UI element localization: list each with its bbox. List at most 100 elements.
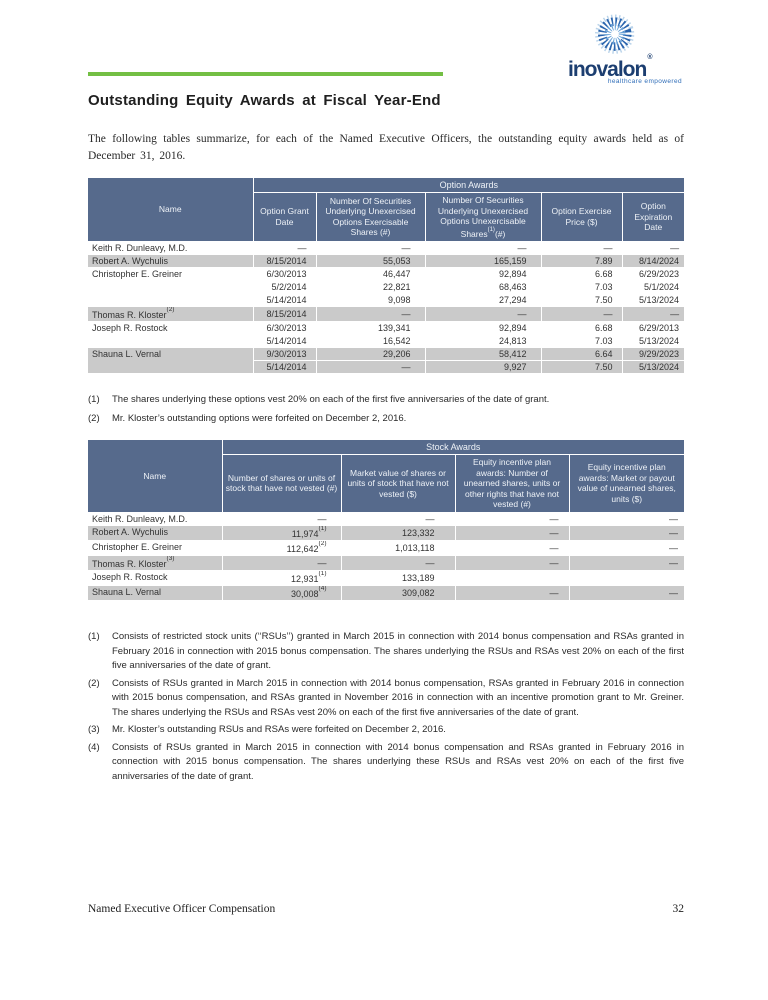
option-value-cell: 5/13/2024 bbox=[622, 360, 685, 374]
option-value-cell: 6.64 bbox=[541, 347, 623, 361]
footnote: (2) Mr. Kloster’s outstanding options wer… bbox=[88, 411, 684, 427]
footer-section-title: Named Executive Officer Compensation bbox=[88, 903, 276, 915]
option-value-cell: 5/2/2014 bbox=[253, 280, 317, 294]
option-value-cell: — bbox=[316, 241, 426, 255]
option-value-cell: 29,206 bbox=[316, 347, 426, 361]
option-value-cell: 24,813 bbox=[425, 334, 542, 348]
footnote-text: Consists of RSUs granted in March 2015 i… bbox=[112, 741, 684, 782]
stock-value-cell: — bbox=[569, 585, 684, 601]
footnote-ref: (1) bbox=[318, 570, 327, 577]
stock-value-cell: — bbox=[455, 525, 570, 541]
option-value-cell: 9,098 bbox=[316, 293, 426, 307]
option-table-row: 5/14/2014 16,542 24,813 7.03 5/13/2024 bbox=[88, 334, 685, 348]
green-accent-rule bbox=[88, 72, 443, 76]
option-value-cell: 6/30/2013 bbox=[253, 267, 317, 281]
stock-header-row: Number of shares or units of stock that … bbox=[88, 454, 684, 513]
executive-name-cell: Robert A. Wychulis bbox=[88, 525, 223, 541]
stock-value-cell: 30,008(4) bbox=[222, 585, 342, 601]
option-value-cell: 8/14/2024 bbox=[622, 254, 685, 268]
stock-value-cell: — bbox=[569, 525, 684, 541]
stock-table-row: Shauna L. Vernal 30,008(4) 309,082— — bbox=[88, 585, 684, 601]
option-value-cell: 6.68 bbox=[541, 267, 623, 281]
header-text: Number Of Securities Underlying Unexerci… bbox=[437, 195, 529, 239]
option-awards-banner: Option Awards bbox=[253, 178, 685, 193]
option-value-cell: 6/30/2013 bbox=[253, 321, 317, 335]
option-value-cell: 8/15/2014 bbox=[253, 306, 317, 322]
option-value-cell: 92,894 bbox=[425, 321, 542, 335]
option-name-header: Name bbox=[88, 178, 254, 242]
option-value-cell: 9/29/2023 bbox=[622, 347, 685, 361]
option-value-cell: 5/13/2024 bbox=[622, 293, 685, 307]
option-value-cell: 5/14/2014 bbox=[253, 293, 317, 307]
stock-value-cell: 133,189 bbox=[341, 570, 456, 586]
option-value-cell: — bbox=[622, 241, 685, 255]
footnote-marker: (3) bbox=[88, 724, 100, 735]
executive-name-cell: Christopher E. Greiner bbox=[88, 267, 254, 307]
stock-table-row: Robert A. Wychulis 11,974(1) 123,332— — bbox=[88, 525, 684, 541]
option-value-cell: 5/14/2014 bbox=[253, 360, 317, 374]
footnote-ref: (2) bbox=[166, 306, 175, 313]
stock-awards-table: Name Stock Awards Number of shares or un… bbox=[88, 440, 684, 601]
executive-name-cell: Keith R. Dunleavy, M.D. bbox=[88, 512, 223, 526]
footnote-marker: (2) bbox=[88, 677, 100, 689]
option-table-row: Keith R. Dunleavy, M.D. — — — — — bbox=[88, 241, 685, 255]
executive-name-cell: Joseph R. Rostock bbox=[88, 321, 254, 348]
footnote-text: The shares underlying these options vest… bbox=[112, 394, 550, 405]
option-value-cell: 46,447 bbox=[316, 267, 426, 281]
option-value-cell: 68,463 bbox=[425, 280, 542, 294]
stock-value-cell: — bbox=[455, 585, 570, 601]
footnote-ref: (3) bbox=[166, 555, 175, 562]
option-value-cell: 5/1/2024 bbox=[622, 280, 685, 294]
executive-name-cell: Keith R. Dunleavy, M.D. bbox=[88, 241, 254, 255]
option-value-cell: — bbox=[425, 241, 542, 255]
footnote-text: Mr. Kloster’s outstanding options were f… bbox=[112, 413, 407, 424]
option-value-cell: 165,159 bbox=[425, 254, 542, 268]
option-value-cell: — bbox=[622, 306, 685, 322]
option-table-row: Christopher E. Greiner 6/30/2013 46,447 92,… bbox=[88, 267, 685, 307]
footnote-text: Mr. Kloster’s outstanding RSUs and RSAs … bbox=[112, 724, 446, 735]
option-value-cell: 58,412 bbox=[425, 347, 542, 361]
option-value-cell: — bbox=[425, 306, 542, 322]
footnote-marker: (2) bbox=[88, 413, 100, 424]
option-value-cell: 7.89 bbox=[541, 254, 623, 268]
stock-value-cell bbox=[455, 570, 570, 586]
stock-footnotes: (1) Consists of restricted stock units (‘… bbox=[88, 630, 684, 787]
option-value-cell: 92,894 bbox=[425, 267, 542, 281]
unearned-shares-header: Equity incentive plan awards: Number of … bbox=[455, 454, 570, 513]
option-awards-table: Name Option Awards Option Grant Date Num… bbox=[88, 178, 685, 374]
option-table-row: 5/14/2014—9,927 7.50 5/13/2024 bbox=[88, 360, 685, 374]
option-value-cell: 7.50 bbox=[541, 360, 623, 374]
option-value-cell: 6.68 bbox=[541, 321, 623, 335]
stock-table-row: Christopher E. Greiner 112,642(2) 1,013,11… bbox=[88, 540, 684, 556]
executive-name-cell: Joseph R. Rostock bbox=[88, 570, 223, 586]
option-value-cell: 6/29/2013 bbox=[622, 321, 685, 335]
exercise-price-header: Option Exercise Price ($) bbox=[541, 192, 623, 242]
payout-value-header: Equity incentive plan awards: Market or … bbox=[569, 454, 684, 513]
option-value-cell: — bbox=[541, 306, 623, 322]
option-value-cell: — bbox=[253, 241, 317, 255]
stock-value-cell: — bbox=[569, 540, 684, 556]
shares-not-vested-header: Number of shares or units of stock that … bbox=[222, 454, 342, 513]
registered-mark: ® bbox=[647, 54, 653, 61]
option-table-row: Joseph R. Rostock 6/30/2013 139,341 92,894 6… bbox=[88, 321, 685, 348]
footnote: (1) Consists of restricted stock units (‘… bbox=[88, 630, 684, 674]
brand-name: inovalon bbox=[568, 58, 647, 81]
footnote-marker: (1) bbox=[88, 631, 100, 642]
option-value-cell: 27,294 bbox=[425, 293, 542, 307]
stock-value-cell: — bbox=[455, 540, 570, 556]
footnote-ref: (1) bbox=[487, 226, 495, 233]
stock-value-cell: 1,013,118 bbox=[341, 540, 456, 556]
stock-value-cell: 112,642(2) bbox=[222, 540, 342, 556]
logo-tagline: healthcare empowered bbox=[607, 78, 682, 85]
footnote-marker: (1) bbox=[88, 394, 100, 405]
exercisable-shares-header: Number Of Securities Underlying Unexerci… bbox=[316, 192, 426, 242]
stock-value-cell: 123,332 bbox=[341, 525, 456, 541]
stock-value-cell: — bbox=[222, 512, 342, 526]
stock-value-cell: 12,931(1) bbox=[222, 570, 342, 586]
stock-awards-banner: Stock Awards bbox=[222, 440, 684, 455]
stock-value-cell bbox=[569, 570, 684, 586]
page-footer: Named Executive Officer Compensation 32 bbox=[88, 903, 684, 915]
executive-name-cell: Thomas R. Kloster(2) bbox=[88, 306, 254, 322]
option-value-cell: 5/14/2014 bbox=[253, 334, 317, 348]
